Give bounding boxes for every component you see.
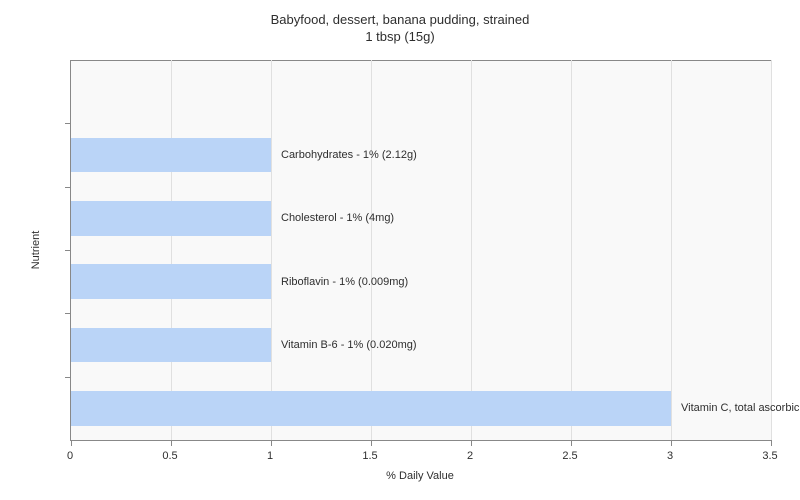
x-tick-mark — [71, 440, 72, 446]
x-tick-mark — [171, 440, 172, 446]
nutrient-chart: Babyfood, dessert, banana pudding, strai… — [0, 0, 800, 500]
bar — [71, 391, 671, 426]
gridline — [371, 60, 372, 440]
plot-top-border — [71, 60, 771, 61]
plot-background — [71, 60, 771, 440]
gridline — [571, 60, 572, 440]
y-tick-mark — [65, 250, 71, 251]
x-tick-mark — [771, 440, 772, 446]
y-tick-mark — [65, 313, 71, 314]
chart-title: Babyfood, dessert, banana pudding, strai… — [0, 0, 800, 46]
plot-area: Carbohydrates - 1% (2.12g) Cholesterol - … — [70, 60, 771, 441]
x-tick-label: 1 — [267, 450, 273, 462]
gridline — [471, 60, 472, 440]
bar — [71, 138, 271, 173]
bar-label: Carbohydrates - 1% (2.12g) — [271, 138, 417, 173]
chart-title-line1: Babyfood, dessert, banana pudding, strai… — [0, 12, 800, 29]
bar-label: Cholesterol - 1% (4mg) — [271, 201, 394, 236]
bar-label: Vitamin C, total ascorbic acid - 3% (1.8… — [671, 391, 800, 426]
gridline — [671, 60, 672, 440]
bar — [71, 264, 271, 299]
x-tick-label: 0.5 — [162, 450, 177, 462]
x-axis-title: % Daily Value — [386, 470, 454, 482]
y-tick-mark — [65, 123, 71, 124]
y-tick-mark — [65, 187, 71, 188]
x-tick-label: 1.5 — [362, 450, 377, 462]
x-tick-label: 3 — [667, 450, 673, 462]
bar-label: Riboflavin - 1% (0.009mg) — [271, 264, 408, 299]
y-axis-title: Nutrient — [30, 231, 42, 270]
gridline — [171, 60, 172, 440]
y-tick-mark — [65, 377, 71, 378]
x-tick-mark — [671, 440, 672, 446]
bar — [71, 201, 271, 236]
gridline — [271, 60, 272, 440]
x-tick-label: 0 — [67, 450, 73, 462]
bar-label: Vitamin B-6 - 1% (0.020mg) — [271, 328, 417, 363]
chart-title-line2: 1 tbsp (15g) — [0, 29, 800, 46]
x-tick-label: 3.5 — [762, 450, 777, 462]
gridline — [771, 60, 772, 440]
x-tick-label: 2 — [467, 450, 473, 462]
x-tick-mark — [271, 440, 272, 446]
x-tick-mark — [471, 440, 472, 446]
x-tick-label: 2.5 — [562, 450, 577, 462]
x-tick-mark — [571, 440, 572, 446]
x-tick-mark — [371, 440, 372, 446]
bar — [71, 328, 271, 363]
